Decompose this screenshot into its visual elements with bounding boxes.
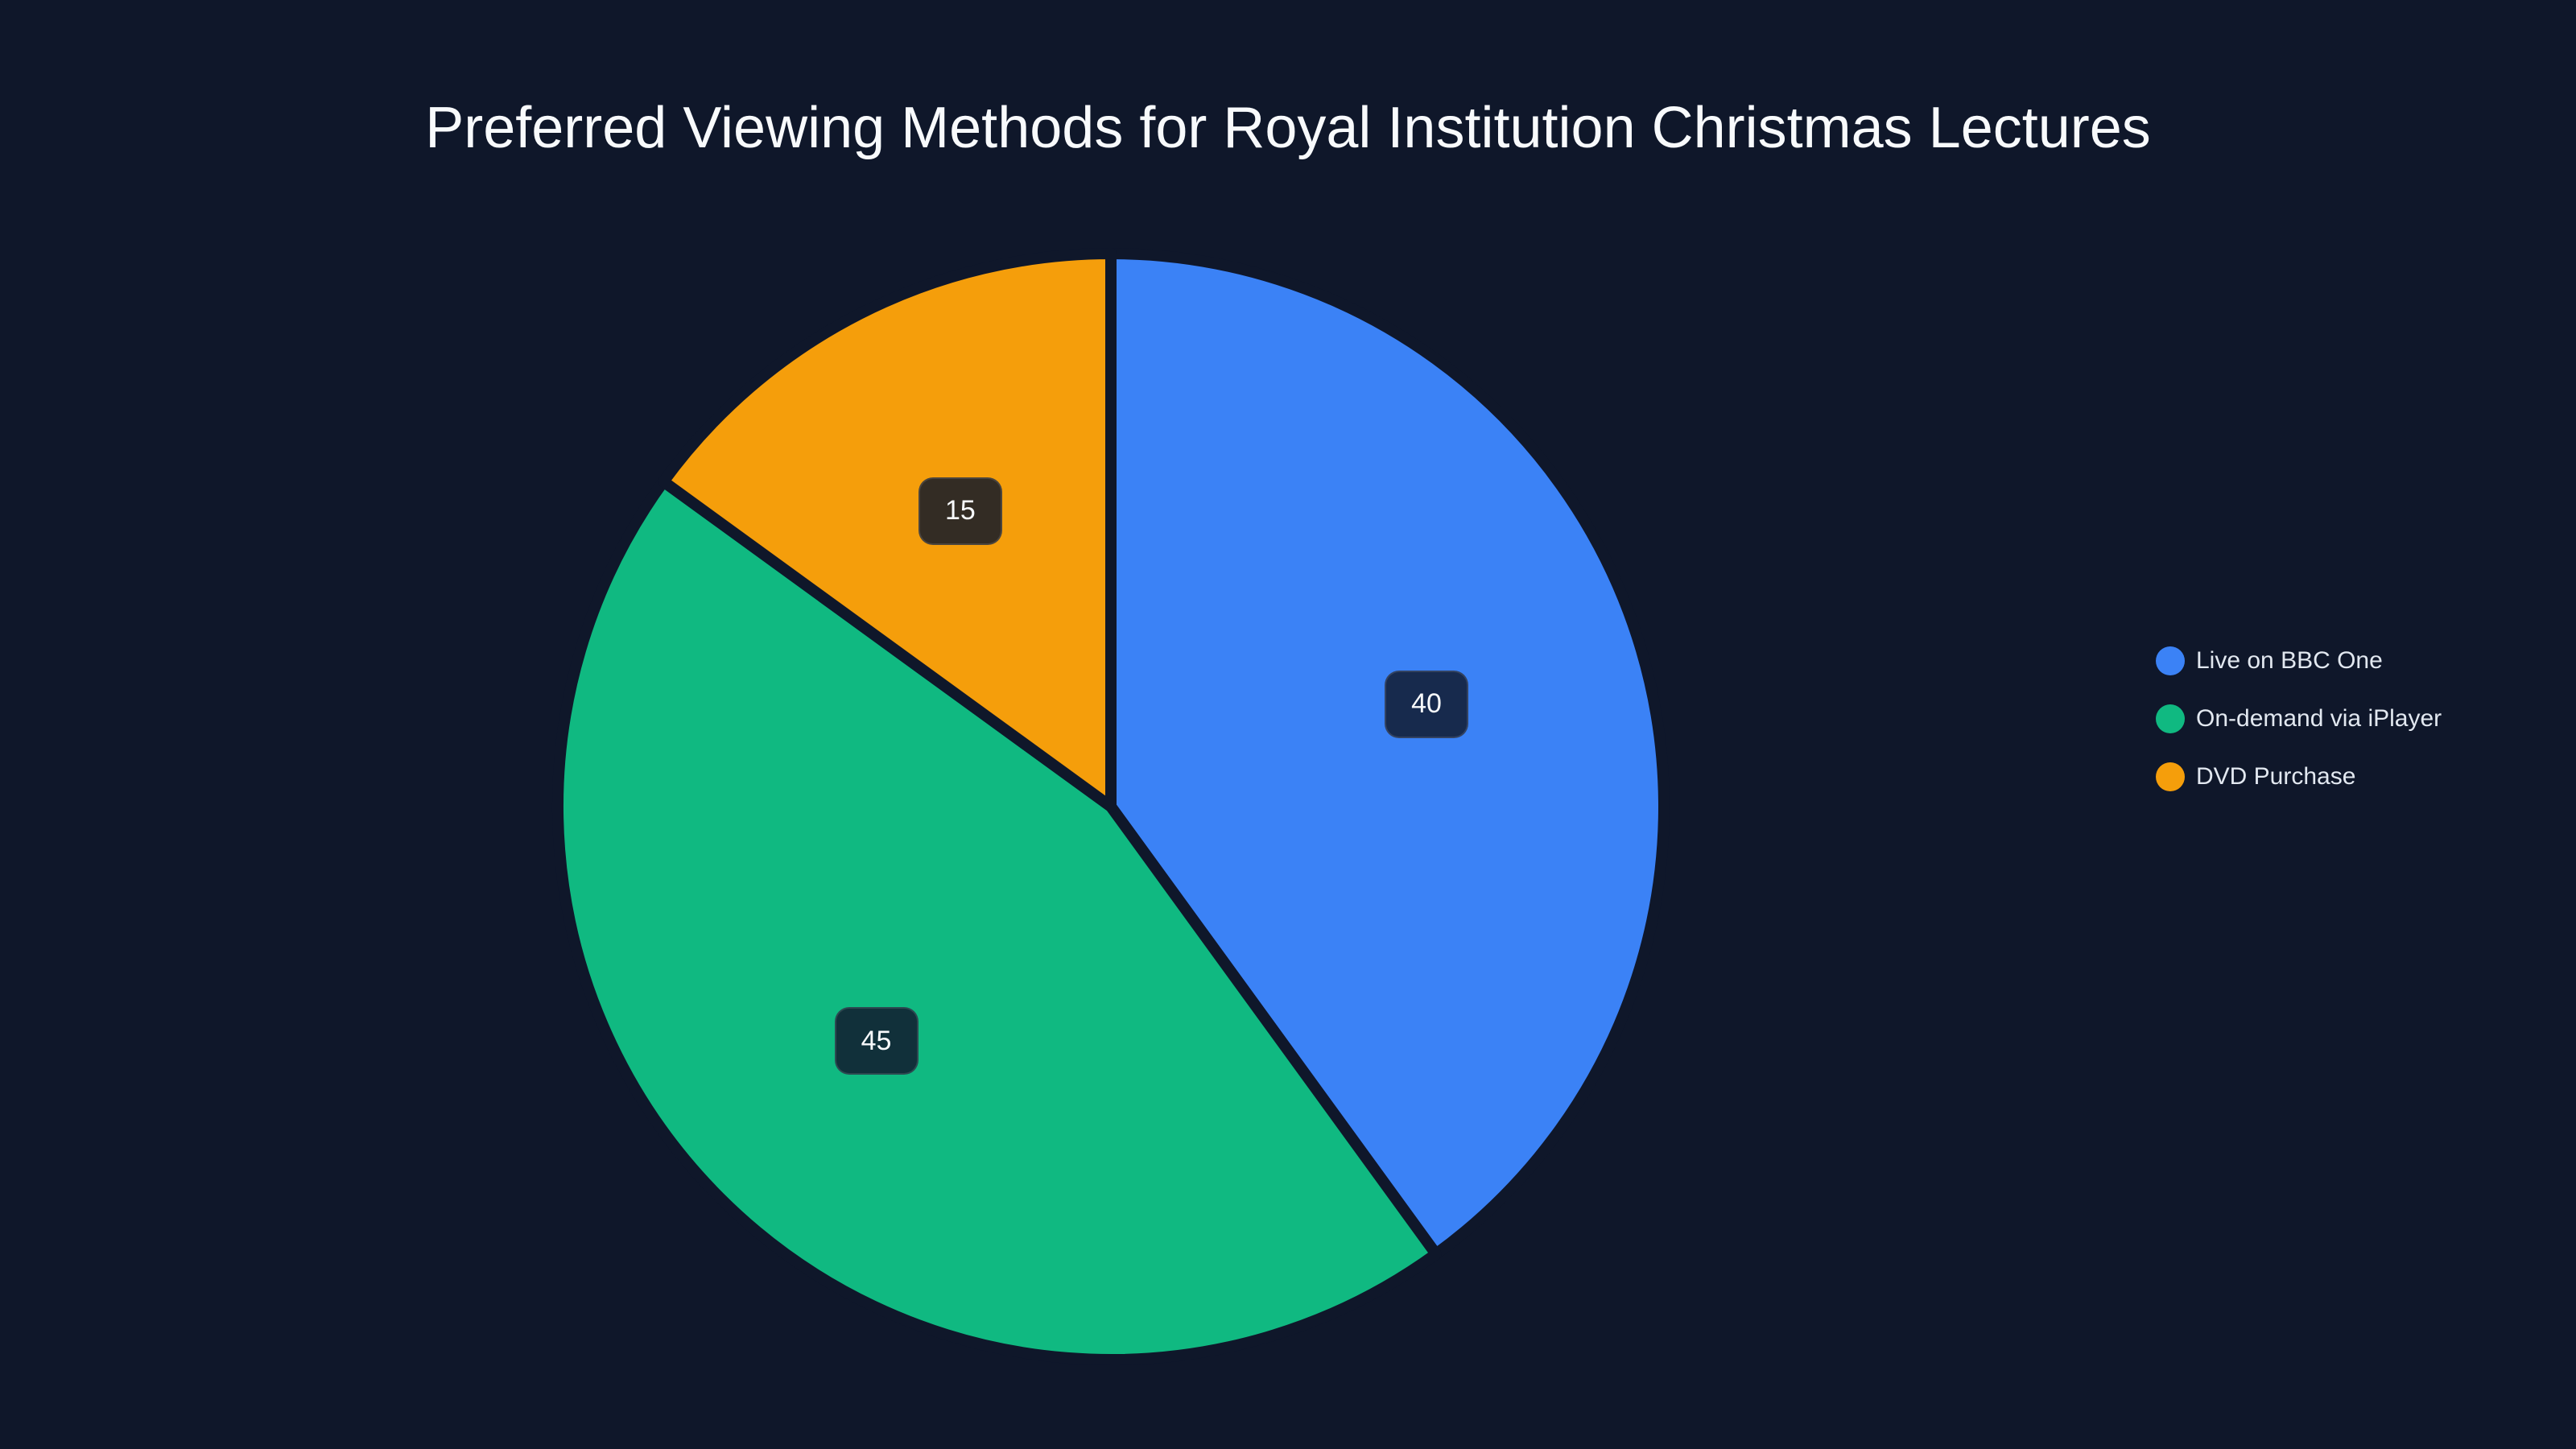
slice-label-on-demand-iplayer: 45 bbox=[834, 1007, 919, 1075]
legend-item-on-demand-iplayer[interactable]: On-demand via iPlayer bbox=[2156, 704, 2442, 733]
legend-item-dvd-purchase[interactable]: DVD Purchase bbox=[2156, 762, 2442, 791]
legend-label: Live on BBC One bbox=[2196, 647, 2383, 674]
slice-label-dvd-purchase: 15 bbox=[918, 477, 1002, 545]
legend-label: DVD Purchase bbox=[2196, 763, 2356, 790]
legend-label: On-demand via iPlayer bbox=[2196, 705, 2442, 732]
legend-item-live-bbc-one[interactable]: Live on BBC One bbox=[2156, 646, 2442, 675]
pie-slice-on-demand-via-iplayer[interactable] bbox=[552, 476, 1442, 1365]
legend-swatch-circle-icon bbox=[2156, 762, 2185, 791]
legend-swatch-circle-icon bbox=[2156, 646, 2185, 675]
pie-slice-dvd-purchase[interactable] bbox=[658, 248, 1117, 812]
slice-label-live-bbc-one: 40 bbox=[1385, 670, 1469, 738]
legend-swatch-circle-icon bbox=[2156, 704, 2185, 733]
pie-slices bbox=[552, 248, 1670, 1365]
legend: Live on BBC One On-demand via iPlayer DV… bbox=[2156, 646, 2442, 820]
chart-title: Preferred Viewing Methods for Royal Inst… bbox=[425, 96, 2151, 160]
pie-slice-live-on-bbc-one[interactable] bbox=[1105, 248, 1670, 1260]
